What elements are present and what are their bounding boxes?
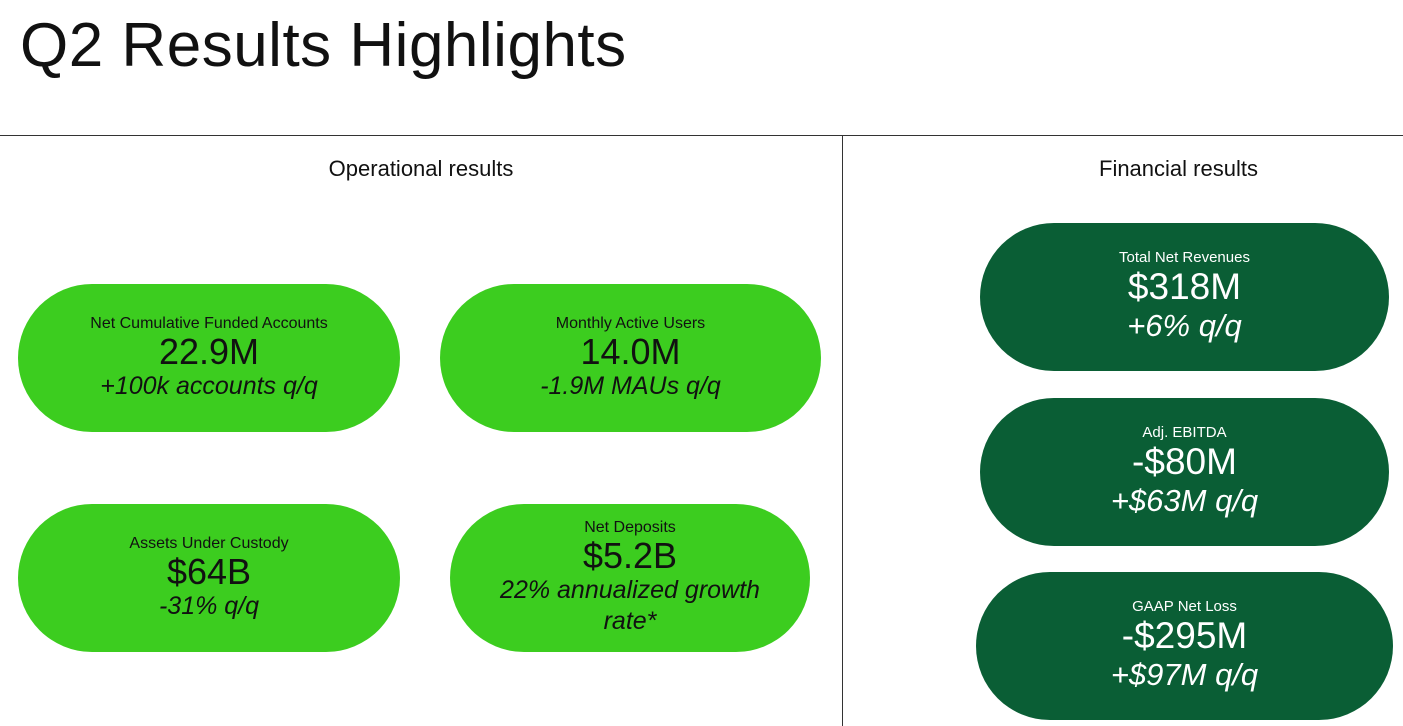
metric-change: -31% q/q — [158, 591, 260, 620]
metric-card-gaap-net-loss: GAAP Net Loss -$295M +$97M q/q — [976, 572, 1393, 720]
page-title: Q2 Results Highlights — [20, 11, 627, 80]
metric-value: $5.2B — [582, 535, 678, 576]
metric-card-adj-ebitda: Adj. EBITDA -$80M +$63M q/q — [980, 398, 1389, 546]
metric-change: +100k accounts q/q — [100, 371, 318, 400]
metric-value: $318M — [1127, 265, 1242, 307]
header-divider — [0, 135, 1403, 136]
metric-label: Assets Under Custody — [129, 534, 289, 552]
metric-value: 14.0M — [580, 330, 681, 372]
metric-card-monthly-active-users: Monthly Active Users 14.0M -1.9M MAUs q/… — [440, 284, 821, 432]
metric-change: -1.9M MAUs q/q — [540, 371, 721, 400]
metric-change: +$63M q/q — [1110, 482, 1259, 518]
metric-label: GAAP Net Loss — [1132, 597, 1237, 615]
metric-value: -$80M — [1132, 440, 1237, 482]
metric-value: $64B — [166, 550, 252, 592]
metric-label: Monthly Active Users — [555, 314, 706, 332]
metric-value: 22.9M — [158, 330, 260, 372]
operational-heading: Operational results — [328, 156, 514, 181]
metric-change: 22% annualized growth rate* — [500, 576, 760, 635]
metric-card-total-net-revenues: Total Net Revenues $318M +6% q/q — [980, 223, 1389, 371]
metric-value: -$295M — [1121, 614, 1248, 656]
section-divider — [842, 136, 843, 726]
metric-label: Net Deposits — [584, 519, 676, 536]
metric-card-net-deposits: Net Deposits $5.2B 22% annualized growth… — [450, 504, 810, 652]
metric-change: +6% q/q — [1127, 307, 1242, 343]
metric-change: +$97M q/q — [1110, 656, 1259, 692]
metric-label: Adj. EBITDA — [1142, 423, 1227, 441]
metric-label: Net Cumulative Funded Accounts — [90, 314, 328, 332]
metric-card-funded-accounts: Net Cumulative Funded Accounts 22.9M +10… — [18, 284, 400, 432]
metric-label: Total Net Revenues — [1119, 248, 1250, 266]
metric-card-assets-under-custody: Assets Under Custody $64B -31% q/q — [18, 504, 400, 652]
financial-heading: Financial results — [1099, 156, 1258, 181]
